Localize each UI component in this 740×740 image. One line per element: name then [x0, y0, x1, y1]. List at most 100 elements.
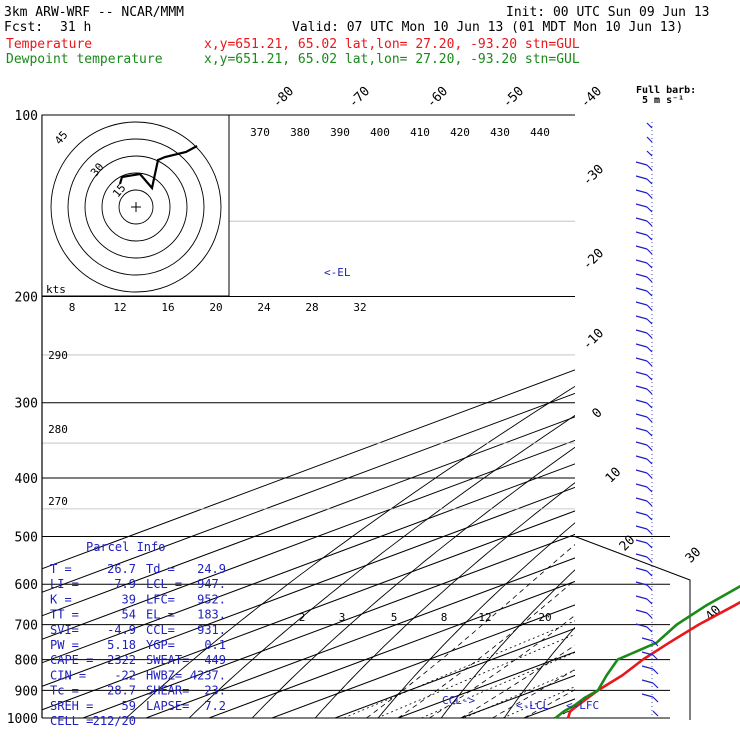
wind-barb-flag [635, 175, 648, 180]
wind-barb-flag [635, 609, 648, 614]
isotherm [42, 510, 575, 711]
isotherm [523, 698, 575, 718]
isotherm [208, 580, 575, 718]
legend-dewpoint-info: x,y=651.21, 65.02 lat,lon= 27.20, -93.20… [204, 52, 580, 67]
wind-barb [652, 682, 659, 689]
wind-barb-flag [635, 259, 648, 264]
dewpoint-point [706, 604, 708, 606]
legend-temperature-info: x,y=651.21, 65.02 lat,lon= 27.20, -93.20… [204, 37, 580, 52]
dry-adiabat [440, 569, 575, 718]
theta-label: 430 [490, 126, 510, 139]
wind-barb-flag [635, 189, 648, 194]
dry-adiabat [251, 446, 575, 718]
theta-label: 420 [450, 126, 470, 139]
wind-barb-flag [635, 567, 648, 572]
dewpoint-point [563, 710, 565, 713]
isotherm [145, 557, 575, 718]
wind-barb [646, 584, 653, 591]
parcel-info-value: 59 [122, 699, 136, 713]
wind-barb [646, 164, 653, 171]
wind-barb [646, 290, 653, 297]
parcel-info-key: HWBZ= [146, 668, 182, 682]
wind-barb [646, 598, 653, 605]
parcel-info-value: -22 [114, 668, 136, 682]
parcel-info-value: 5.18 [107, 638, 136, 652]
temperature-point [569, 710, 571, 713]
wind-barb [652, 668, 659, 675]
barb-key-title: Full barb: [636, 85, 696, 96]
moist-adiabat [460, 644, 575, 718]
isotherm [82, 533, 575, 718]
mixing-ratio-line [502, 686, 575, 718]
pressure-label: 900 [15, 684, 38, 699]
parcel-info-value: 212/20 [93, 714, 136, 728]
parcel-info-key: SREH = [50, 699, 93, 713]
dry-adiabat [503, 626, 575, 718]
isotherm [271, 604, 575, 718]
wind-barb [646, 136, 653, 143]
pressure-label: 600 [15, 578, 38, 593]
parcel-info-value: 952. [197, 592, 226, 606]
parcel-info-key: PW = [50, 638, 79, 652]
parcel-info-title: Parcel Info [86, 540, 165, 554]
isotherm-label: -10 [580, 326, 607, 353]
isotherm [42, 439, 575, 640]
wind-barb [646, 402, 653, 409]
barb-key-unit: 5 m s⁻¹ [642, 95, 684, 106]
theta-label: 270 [48, 495, 68, 508]
pressure-label: 500 [15, 530, 38, 545]
dewpoint-point [606, 674, 608, 677]
temperature-point [567, 717, 569, 719]
isotherm [713, 115, 740, 718]
wind-barb-flag [635, 245, 648, 250]
temperature-point [668, 642, 670, 644]
isotherm-label: -40 [578, 84, 605, 111]
hodograph-trace [118, 145, 198, 191]
theta-label: 440 [530, 126, 550, 139]
theta-label: 390 [330, 126, 350, 139]
wind-barb-flag [635, 371, 648, 376]
wind-barb [652, 654, 659, 661]
wind-barb-flag [641, 679, 654, 684]
wind-barb-flag [635, 483, 648, 488]
ccl-marker: CCL-> [442, 694, 475, 707]
moist-adiabat [366, 544, 575, 718]
hodograph-ring [101, 172, 171, 242]
wind-barb [646, 388, 653, 395]
dewpoint-point [597, 689, 599, 692]
temperature-point [621, 674, 623, 677]
isotherm-label: 0 [589, 405, 605, 421]
wind-barb-flag [635, 511, 648, 516]
wind-barb-flag [635, 231, 648, 236]
temperature-point [642, 659, 644, 661]
wind-barb [646, 318, 653, 325]
pressure-label: 200 [15, 291, 38, 306]
parcel-info-key: K = [50, 592, 72, 606]
dry-adiabat [188, 414, 575, 718]
wind-barb-flag [641, 665, 654, 670]
wind-barb [646, 206, 653, 213]
parcel-info-value: -7.9 [107, 577, 136, 591]
parcel-info-key: SHEAR= [146, 684, 189, 698]
wind-barb [646, 528, 653, 535]
parcel-info-value: 7.2 [204, 699, 226, 713]
sounding-traces [554, 584, 740, 720]
lfc-marker: <-LFC [566, 699, 599, 712]
dry-adiabat [125, 385, 575, 718]
parcel-info-panel: Parcel Info T = 26.7 Td = 24.9 LI = -7.9 LCL =… [50, 540, 226, 728]
parcel-info-key: SWEAT= [146, 653, 189, 667]
parcel-info-value: 931. [197, 623, 226, 637]
dry-adiabat [314, 482, 575, 718]
wind-barb-flag [641, 693, 654, 698]
pressure-label: 400 [15, 472, 38, 487]
parcel-info-value: 2322 [107, 653, 136, 667]
theta-label: 410 [410, 126, 430, 139]
dewpoint-line [554, 584, 740, 720]
wind-barb [646, 332, 653, 339]
dewpoint-point [656, 642, 658, 644]
parcel-info-key: T = [50, 562, 72, 576]
parcel-info-value: 183. [197, 608, 226, 622]
parcel-info-value: 947. [197, 577, 226, 591]
isotherm [42, 392, 575, 593]
temperature-point [734, 604, 736, 606]
